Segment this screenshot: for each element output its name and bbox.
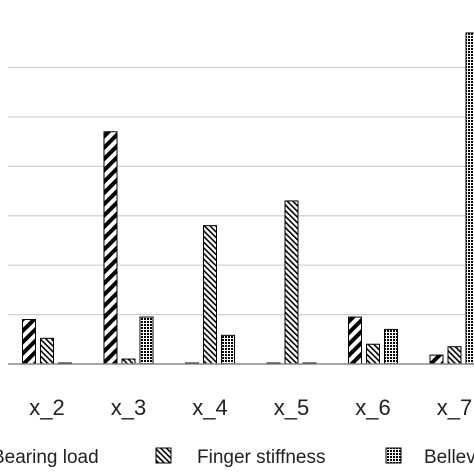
- legend-swatch-belleville: [385, 447, 402, 464]
- x-tick-label: x_3: [111, 395, 146, 420]
- bar-bearing-load-x_6: [348, 316, 362, 365]
- bar-bearing-load-x_3: [103, 131, 118, 365]
- bar-belleville-x_7: [465, 32, 474, 365]
- bar-finger-stiffness-x_4: [203, 225, 217, 365]
- bar-finger-stiffness-x_5: [284, 200, 299, 365]
- bar-finger-stiffness-x_2: [40, 337, 54, 365]
- x-tick-label: x_5: [274, 395, 309, 420]
- bar-belleville-x_4: [221, 334, 235, 365]
- x-tick-label: x_6: [355, 395, 390, 420]
- bar-finger-stiffness-x_6: [366, 343, 380, 365]
- legend-label-bearing-load: Bearing load: [0, 447, 99, 468]
- bar-finger-stiffness-x_7: [447, 346, 462, 365]
- x-tick-labels: x_2 x_3 x_4 x_5 x_6 x_7: [29, 395, 472, 420]
- gridlines: [8, 66, 474, 316]
- bar-bearing-load-x_7: [429, 354, 444, 365]
- bar-bearing-load-x_2: [22, 319, 36, 365]
- legend-swatch-finger-stiffness: [155, 447, 172, 464]
- bar-belleville-x_3: [139, 316, 154, 365]
- legend: Bearing load Finger stiffness Belleville: [0, 447, 474, 468]
- legend-label-finger-stiffness: Finger stiffness: [197, 447, 325, 468]
- legend-label-belleville: Belleville: [424, 447, 474, 468]
- x-tick-label: x_4: [192, 395, 227, 420]
- x-tick-label: x_7: [437, 395, 472, 420]
- bar-belleville-x_6: [384, 328, 398, 365]
- x-tick-label: x_2: [29, 395, 64, 420]
